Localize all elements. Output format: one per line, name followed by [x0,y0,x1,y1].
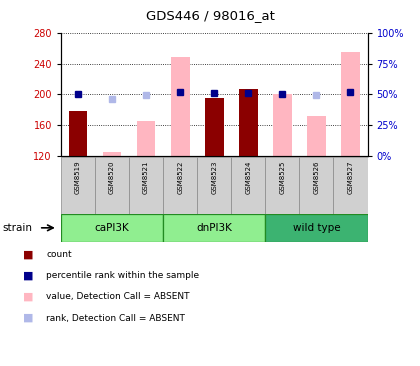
Text: ■: ■ [23,292,34,302]
Bar [265,157,299,214]
Bar [61,157,95,214]
Bar [95,157,129,214]
Text: ■: ■ [23,313,34,323]
Text: caPI3K: caPI3K [94,223,129,233]
Text: GSM8524: GSM8524 [245,160,251,194]
Bar [273,94,292,156]
Text: count: count [46,250,72,259]
Text: wild type: wild type [293,223,340,233]
Bar [239,89,257,156]
Text: ■: ■ [23,270,34,281]
Bar [68,111,87,156]
Text: GDS446 / 98016_at: GDS446 / 98016_at [146,9,274,22]
Text: dnPI3K: dnPI3K [196,223,232,233]
Text: GSM8527: GSM8527 [347,160,354,194]
Text: GSM8523: GSM8523 [211,160,217,194]
Bar [333,157,368,214]
Bar [129,157,163,214]
Bar [341,52,360,156]
Text: GSM8519: GSM8519 [75,160,81,194]
Bar [299,157,333,214]
Text: GSM8520: GSM8520 [109,160,115,194]
Bar [197,157,231,214]
Text: rank, Detection Call = ABSENT: rank, Detection Call = ABSENT [46,314,185,322]
Bar [265,214,368,242]
Bar [163,157,197,214]
Text: strain: strain [2,223,32,233]
Bar [205,98,223,156]
Text: GSM8522: GSM8522 [177,160,183,194]
Bar [61,214,163,242]
Text: GSM8525: GSM8525 [279,160,285,194]
Bar [102,152,121,156]
Text: value, Detection Call = ABSENT: value, Detection Call = ABSENT [46,292,190,301]
Bar [136,121,155,156]
Bar [231,157,265,214]
Bar [307,116,326,156]
Bar [171,57,189,156]
Text: percentile rank within the sample: percentile rank within the sample [46,271,200,280]
Text: ■: ■ [23,249,34,259]
Text: GSM8526: GSM8526 [313,160,319,194]
Text: GSM8521: GSM8521 [143,160,149,194]
Bar [163,214,265,242]
